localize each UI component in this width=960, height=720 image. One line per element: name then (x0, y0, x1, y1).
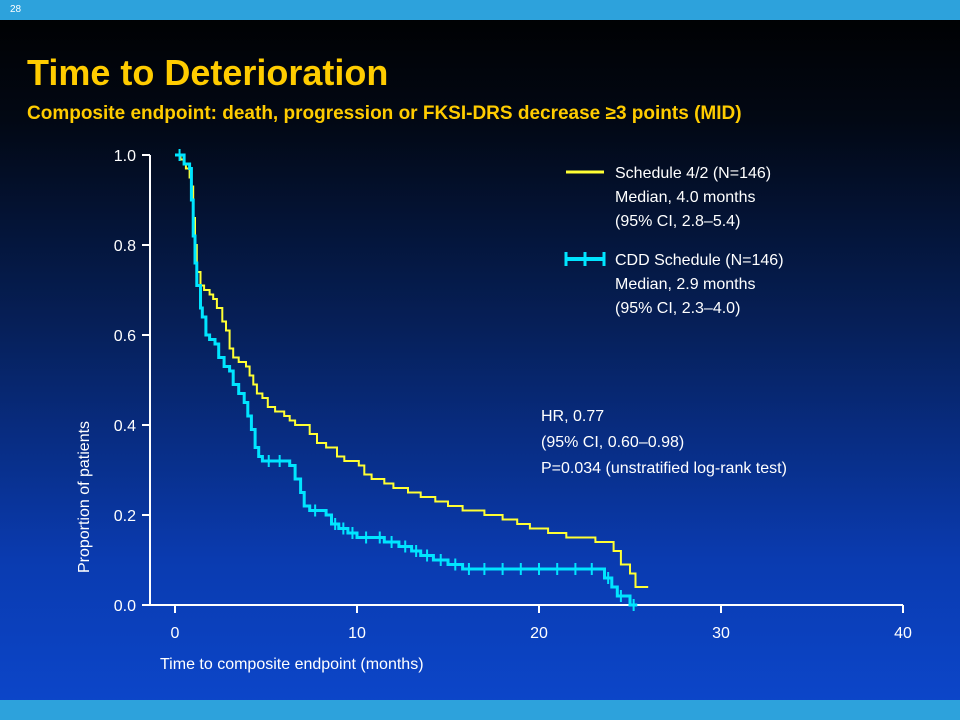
top-accent-bar: 28 (0, 0, 960, 20)
stats-line: HR, 0.77 (541, 408, 604, 425)
y-tick-label: 1.0 (114, 148, 136, 165)
y-axis-title: Proportion of patients (76, 421, 93, 573)
y-tick-label: 0.2 (114, 508, 136, 525)
slide-number: 28 (10, 4, 22, 15)
slide-subtitle: Composite endpoint: death, progression o… (27, 103, 742, 124)
stats-line: P=0.034 (unstratified log-rank test) (541, 460, 787, 477)
series-cdd-schedule-line (175, 153, 638, 607)
bottom-accent-bar (0, 700, 960, 720)
series-schedule-4-2-line (175, 154, 649, 588)
legend-text-line: Median, 4.0 months (615, 189, 756, 206)
x-tick-label: 0 (171, 625, 180, 642)
x-axis-title: Time to composite endpoint (months) (160, 656, 424, 673)
legend-text-line: (95% CI, 2.3–4.0) (615, 300, 740, 317)
stats-line: (95% CI, 0.60–0.98) (541, 434, 684, 451)
y-tick-label: 0.8 (114, 238, 136, 255)
legend-text-line: Schedule 4/2 (N=146) (615, 165, 771, 182)
x-tick-label: 40 (894, 625, 912, 642)
chart-legend: Schedule 4/2 (N=146) Median, 4.0 months (9… (564, 165, 784, 317)
legend-text-line: Median, 2.9 months (615, 276, 756, 293)
y-tick-label: 0.6 (114, 328, 136, 345)
axes: 0.0 0.2 0.4 0.6 0.8 1.0 0 10 20 30 40 Time to compo… (76, 148, 912, 673)
x-tick-label: 30 (712, 625, 730, 642)
y-tick-label: 0.0 (114, 598, 136, 615)
y-tick-label: 0.4 (114, 418, 136, 435)
slide-title: Time to Deterioration (27, 52, 389, 93)
stats-annotation: HR, 0.77 (95% CI, 0.60–0.98) P=0.034 (unst… (541, 408, 787, 477)
x-tick-label: 10 (348, 625, 366, 642)
x-tick-label: 20 (530, 625, 548, 642)
legend-text-line: (95% CI, 2.8–5.4) (615, 213, 740, 230)
legend-text-line: CDD Schedule (N=146) (615, 252, 784, 269)
series-group (175, 149, 649, 611)
